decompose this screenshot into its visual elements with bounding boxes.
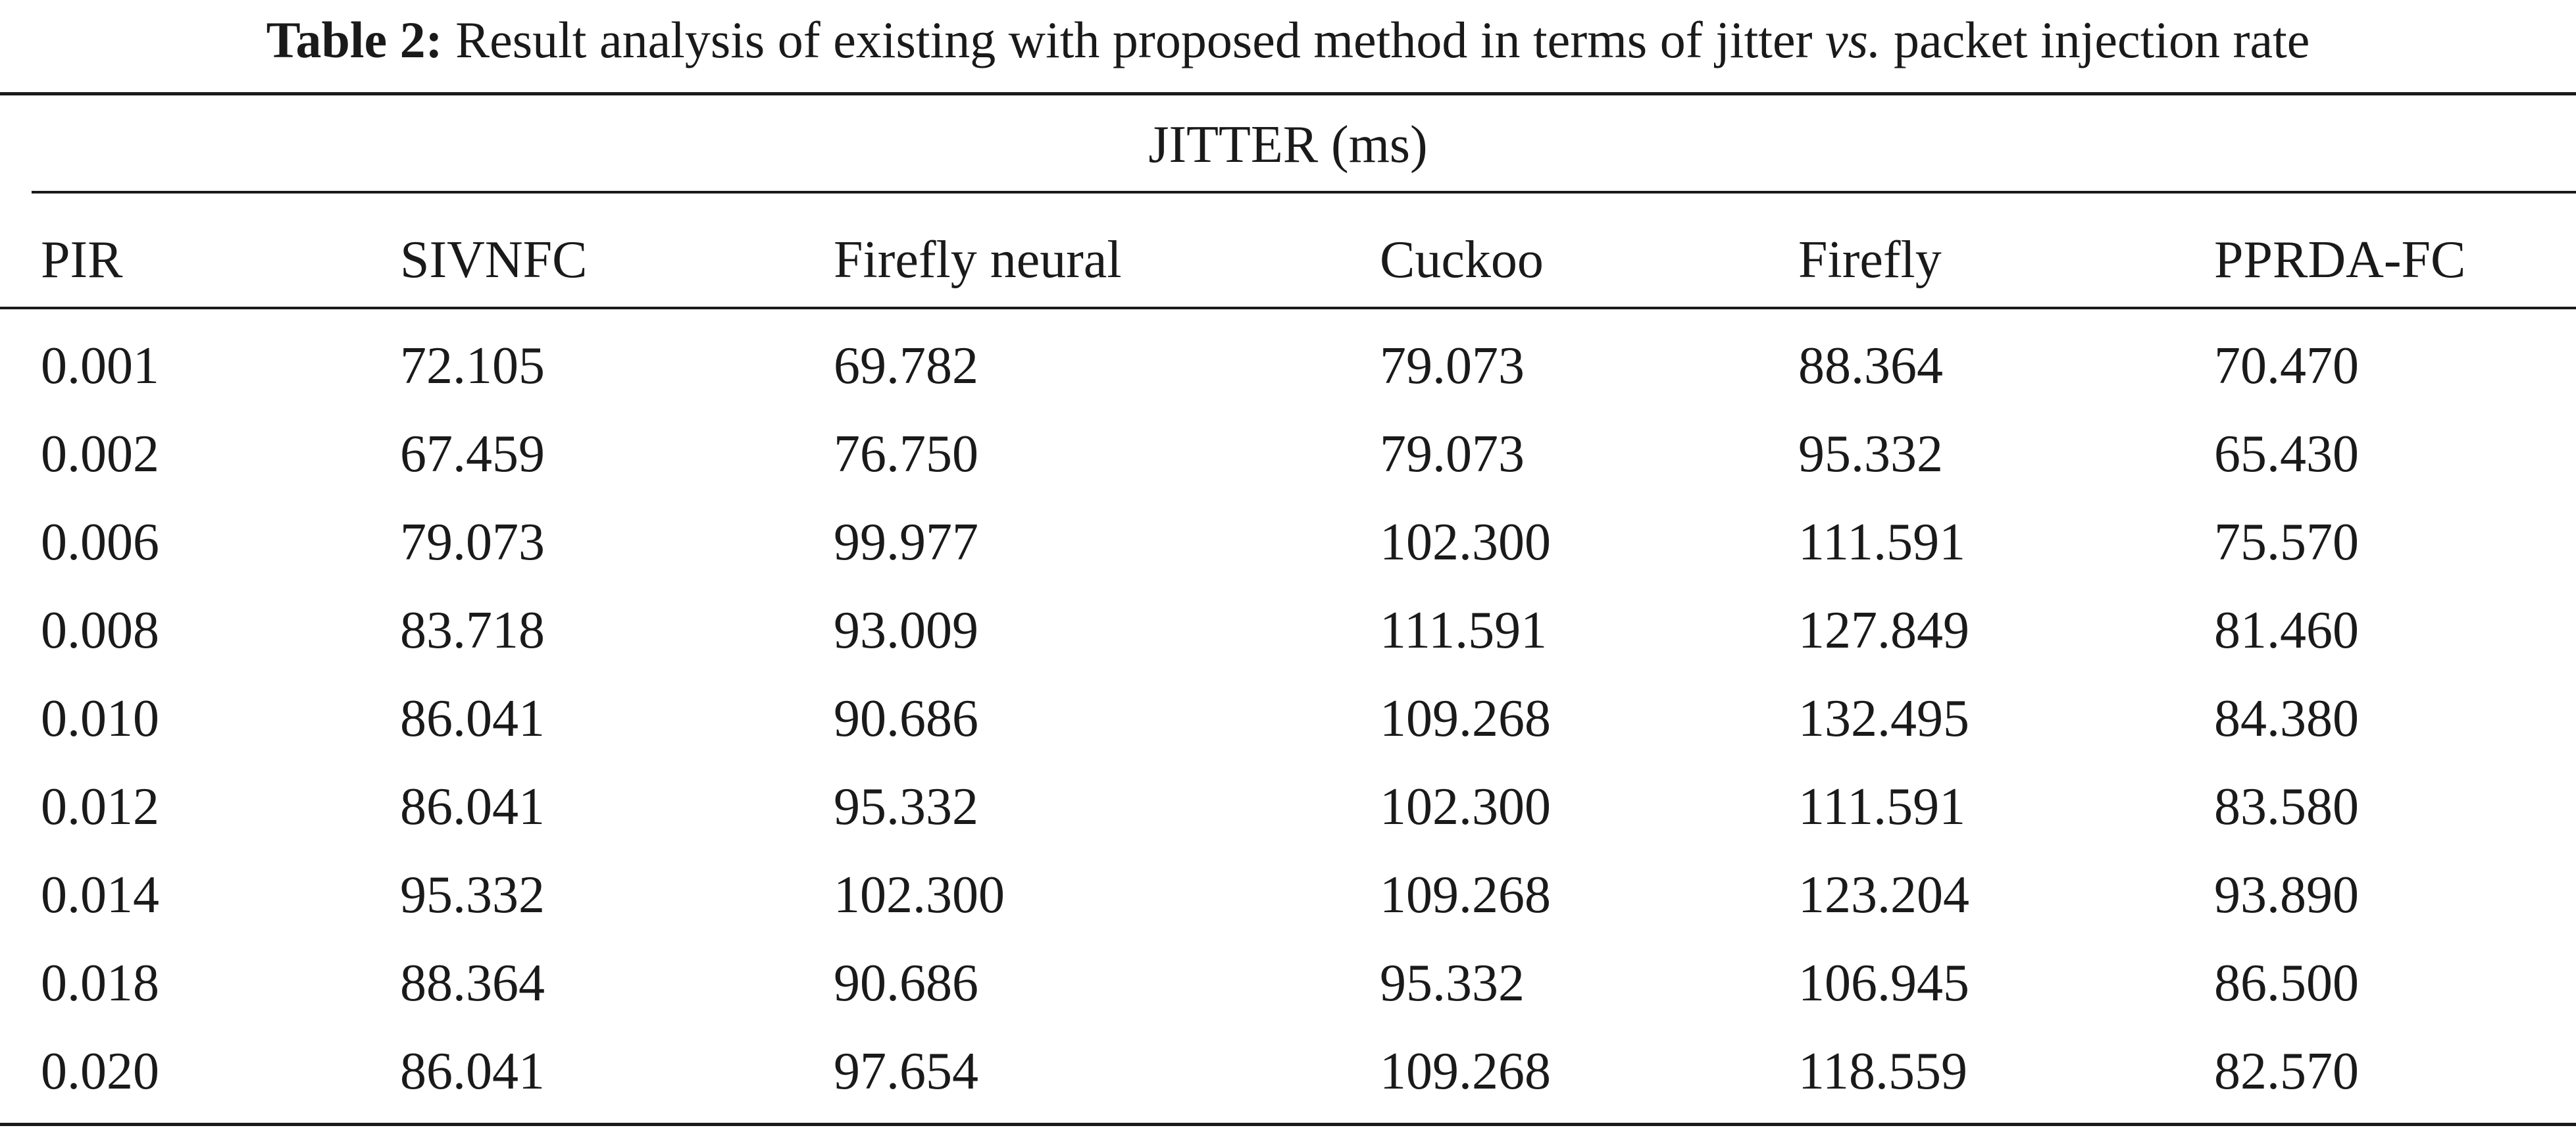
table-cell: 83.580 [2214, 778, 2359, 836]
table-cell: 0.008 [41, 602, 159, 659]
table-cell: 79.073 [1380, 425, 1525, 483]
table-cell: 118.559 [1798, 1042, 1968, 1100]
table-cell: 109.268 [1380, 866, 1551, 924]
group-header-jitter: JITTER (ms) [1148, 116, 1428, 174]
table-cell: 127.849 [1798, 602, 1969, 659]
table-cell: 76.750 [834, 425, 978, 483]
table-cell: 95.332 [834, 778, 978, 836]
caption-text-after: packet injection rate [1894, 11, 2310, 68]
column-header-firefly-neural: Firefly neural [834, 231, 1122, 289]
table-cell: 102.300 [1380, 513, 1551, 571]
group-header-rule [32, 191, 2576, 193]
column-header-cuckoo: Cuckoo [1380, 231, 1544, 289]
table-cell: 102.300 [1380, 778, 1551, 836]
table-cell: 0.002 [41, 425, 159, 483]
table-cell: 0.001 [41, 337, 159, 395]
table-cell: 0.020 [41, 1042, 159, 1100]
table-cell: 65.430 [2214, 425, 2359, 483]
table-cell: 111.591 [1798, 778, 1966, 836]
table-cell: 75.570 [2214, 513, 2359, 571]
table-cell: 97.654 [834, 1042, 978, 1100]
column-header-pir: PIR [41, 231, 123, 289]
table-cell: 70.470 [2214, 337, 2359, 395]
caption-label: Table 2: [266, 11, 443, 68]
table-cell: 79.073 [1380, 337, 1525, 395]
table-cell: 86.041 [400, 690, 545, 748]
table-cell: 0.012 [41, 778, 159, 836]
table-cell: 111.591 [1798, 513, 1966, 571]
table-cell: 95.332 [400, 866, 545, 924]
table-cell: 99.977 [834, 513, 978, 571]
table-cell: 67.459 [400, 425, 545, 483]
table-cell: 86.500 [2214, 954, 2359, 1012]
caption-text-before: Result analysis of existing with propose… [455, 11, 1813, 68]
table-bottom-rule [0, 1123, 2576, 1126]
table-cell: 82.570 [2214, 1042, 2359, 1100]
table-cell: 102.300 [834, 866, 1005, 924]
table-cell: 90.686 [834, 690, 978, 748]
table-cell: 0.006 [41, 513, 159, 571]
table-cell: 111.591 [1380, 602, 1548, 659]
table-cell: 86.041 [400, 778, 545, 836]
header-rule [0, 307, 2576, 309]
table-cell: 81.460 [2214, 602, 2359, 659]
table-cell: 93.890 [2214, 866, 2359, 924]
table-cell: 72.105 [400, 337, 545, 395]
table-cell: 79.073 [400, 513, 545, 571]
column-header-sivnfc: SIVNFC [400, 231, 588, 289]
table-cell: 69.782 [834, 337, 978, 395]
table-cell: 0.014 [41, 866, 159, 924]
table-cell: 88.364 [1798, 337, 1943, 395]
table-cell: 90.686 [834, 954, 978, 1012]
table-cell: 109.268 [1380, 690, 1551, 748]
table-cell: 132.495 [1798, 690, 1969, 748]
table-caption: Table 2: Result analysis of existing wit… [0, 4, 2576, 76]
table-cell: 0.010 [41, 690, 159, 748]
table-cell: 95.332 [1380, 954, 1525, 1012]
table-cell: 0.018 [41, 954, 159, 1012]
table-cell: 123.204 [1798, 866, 1969, 924]
caption-vs: vs. [1825, 11, 1881, 68]
table-cell: 83.718 [400, 602, 545, 659]
table-top-rule [0, 92, 2576, 95]
column-header-pprda-fc: PPRDA-FC [2214, 231, 2466, 289]
table-cell: 93.009 [834, 602, 978, 659]
table-cell: 84.380 [2214, 690, 2359, 748]
table-cell: 109.268 [1380, 1042, 1551, 1100]
table-cell: 106.945 [1798, 954, 1969, 1012]
table-cell: 95.332 [1798, 425, 1943, 483]
table-cell: 86.041 [400, 1042, 545, 1100]
table-cell: 88.364 [400, 954, 545, 1012]
column-header-firefly: Firefly [1798, 231, 1942, 289]
